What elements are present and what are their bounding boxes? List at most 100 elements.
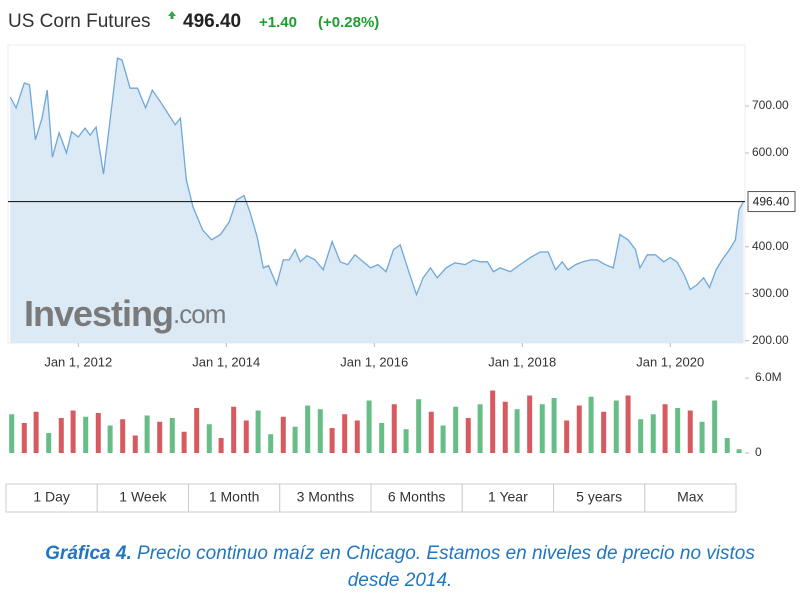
watermark: Investing.com	[24, 293, 225, 334]
x-tick-label: Jan 1, 2020	[636, 354, 704, 369]
volume-bar	[502, 401, 508, 453]
volume-bar	[675, 408, 681, 453]
volume-bar	[564, 420, 570, 453]
range-button[interactable]: 1 Month	[188, 483, 281, 513]
volume-bar	[255, 410, 261, 453]
x-tick-label: Jan 1, 2018	[488, 354, 556, 369]
volume-bar	[712, 400, 718, 453]
range-button-label: 1 Year	[488, 489, 528, 505]
range-button-box	[5, 483, 98, 513]
range-button-box	[279, 483, 372, 513]
title: US Corn Futures	[8, 11, 151, 32]
volume-bar	[21, 423, 27, 453]
volume-bar	[132, 435, 138, 453]
range-button[interactable]: 1 Year	[461, 483, 554, 513]
range-button[interactable]: 6 Months	[370, 483, 463, 513]
volume-bar	[379, 423, 385, 453]
volume-bar	[638, 419, 644, 453]
area-fill	[10, 58, 744, 343]
volume-bar	[601, 411, 607, 453]
last-price-label: 496.40	[753, 195, 790, 209]
x-tick-label: Jan 1, 2012	[44, 354, 112, 369]
price-line	[9, 57, 745, 297]
volume-bar	[169, 418, 175, 453]
range-button[interactable]: 5 years	[553, 483, 646, 513]
range-button[interactable]: 3 Months	[279, 483, 372, 513]
volume-bar	[687, 410, 693, 453]
volume-bar	[95, 413, 101, 453]
caption: Gráfica 4. Precio continuo maíz en Chica…	[20, 540, 780, 594]
range-button-box	[188, 483, 281, 513]
volume-bar	[514, 409, 520, 453]
volume-bar	[70, 410, 76, 453]
volume-bar	[453, 406, 459, 453]
range-button[interactable]: Max	[644, 483, 737, 513]
volume-bar	[539, 404, 545, 453]
volume-bar	[416, 399, 422, 453]
volume-bar	[194, 408, 200, 453]
volume-bar	[391, 404, 397, 453]
volume-bar	[576, 405, 582, 453]
range-button-label: 6 Months	[388, 489, 446, 505]
volume-bar	[231, 406, 237, 453]
y-tick-label: 600.00	[752, 145, 789, 159]
volume-bar	[613, 400, 619, 453]
volume-bar	[354, 420, 360, 453]
volume-bar	[268, 434, 274, 453]
volume-bar	[428, 411, 434, 453]
range-button-box	[461, 483, 554, 513]
volume-bar	[292, 426, 298, 453]
volume-bar	[9, 414, 15, 453]
volume-tick-label: 6.0M	[755, 370, 782, 384]
y-tick-label: 700.00	[752, 98, 789, 112]
volume-bar	[83, 416, 89, 453]
volume-bar	[144, 415, 150, 453]
volume-bar	[477, 404, 483, 453]
range-button-box	[370, 483, 463, 513]
volume-bar	[465, 418, 471, 453]
volume-bar	[120, 419, 126, 453]
y-tick-label: 200.00	[752, 333, 789, 347]
range-button-label: 1 Month	[209, 489, 260, 505]
volume-bar	[662, 404, 668, 453]
volume-bar	[366, 400, 372, 453]
volume-bar	[403, 429, 409, 453]
range-button-label: Max	[677, 489, 703, 505]
volume-bar	[342, 414, 348, 453]
volume-bar	[181, 431, 187, 453]
range-button[interactable]: 1 Week	[96, 483, 189, 513]
range-button-box	[553, 483, 646, 513]
watermark-brand: Investing	[24, 293, 173, 334]
range-buttons: 1 Day 1 Week 1 Month 3 Months 6 Months 1 Year…	[5, 483, 737, 513]
change: +1.40	[259, 14, 297, 31]
volume-bar	[440, 425, 446, 453]
caption-text: Precio continuo maíz en Chicago. Estamos…	[137, 543, 755, 591]
caption-label: Gráfica 4.	[45, 543, 132, 564]
range-button[interactable]: 1 Day	[5, 483, 98, 513]
x-tick-label: Jan 1, 2014	[192, 354, 260, 369]
change-percent: (+0.28%)	[318, 14, 379, 31]
volume-bar	[736, 449, 742, 453]
volume-bar	[157, 421, 163, 453]
volume-bar	[206, 424, 212, 453]
volume-bar	[243, 420, 249, 453]
volume-bar	[650, 414, 656, 453]
volume-bar	[33, 411, 39, 453]
chart: US Corn Futures 496.40 +1.40 (+0.28%) 20…	[5, 11, 796, 513]
volume-tick-label: 0	[755, 445, 762, 459]
volume-bar	[305, 405, 311, 453]
range-button-label: 1 Day	[33, 489, 70, 505]
volume-bar	[699, 421, 705, 453]
range-button-label: 3 Months	[297, 489, 355, 505]
range-button-label: 1 Week	[119, 489, 167, 505]
watermark-domain: .com	[173, 299, 225, 329]
volume-bar	[280, 416, 286, 453]
volume-bar	[588, 396, 594, 453]
volume-bar	[107, 425, 113, 453]
volume-bar	[625, 395, 631, 453]
volume-bar	[46, 433, 52, 453]
range-button-box	[96, 483, 189, 513]
volume-bar	[551, 398, 557, 453]
up-arrow	[168, 11, 176, 19]
range-button-box	[644, 483, 737, 513]
